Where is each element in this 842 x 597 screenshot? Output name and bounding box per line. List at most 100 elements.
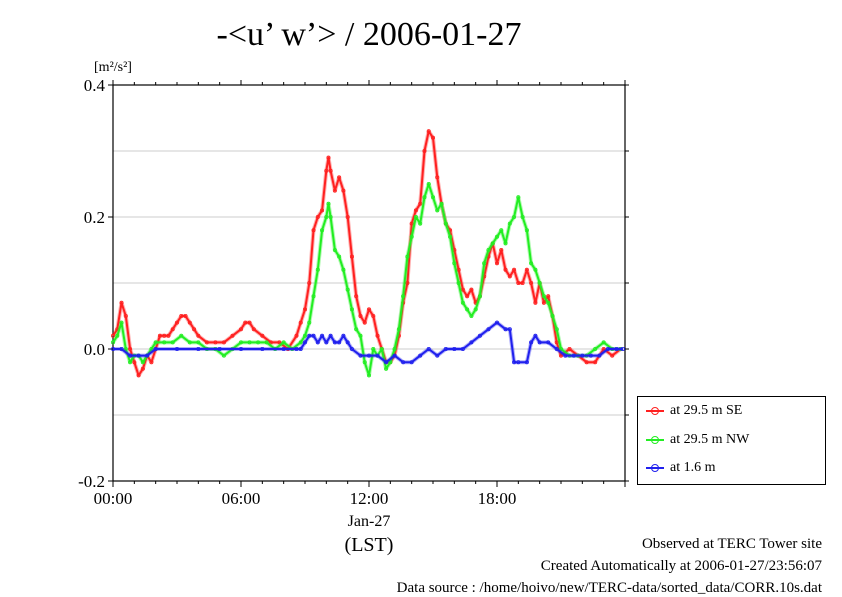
- series-point-2: [418, 353, 423, 358]
- series-point-1: [537, 280, 542, 285]
- series-point-0: [320, 208, 325, 213]
- series-point-0: [136, 373, 141, 378]
- series-point-0: [546, 294, 551, 299]
- series-point-1: [473, 307, 478, 312]
- x-axis-ticks: 00:00 06:00 12:00 18:00: [94, 80, 626, 508]
- series-point-1: [153, 340, 158, 345]
- series-point-2: [409, 360, 414, 365]
- series-point-1: [332, 247, 337, 252]
- series-point-1: [371, 346, 376, 351]
- series-point-0: [435, 175, 440, 180]
- series-point-0: [460, 287, 465, 292]
- series-point-0: [593, 360, 598, 365]
- series-point-2: [345, 340, 350, 345]
- series-point-0: [559, 353, 564, 358]
- series-point-1: [529, 261, 534, 266]
- series-point-1: [349, 307, 354, 312]
- series-point-0: [251, 327, 256, 332]
- series-point-0: [123, 313, 128, 318]
- series-point-1: [221, 353, 226, 358]
- series-point-1: [499, 228, 504, 233]
- series-halo-1: [111, 182, 621, 378]
- series-point-2: [238, 346, 243, 351]
- series-point-1: [384, 366, 389, 371]
- series-point-0: [162, 333, 167, 338]
- series-line-1: [112, 183, 621, 377]
- series-point-0: [260, 333, 265, 338]
- series-point-0: [337, 175, 342, 180]
- x-axis-label: (LST): [345, 534, 394, 556]
- series-point-0: [418, 201, 423, 206]
- y-tick-label: 0.4: [84, 76, 106, 95]
- series-point-2: [281, 346, 286, 351]
- series-point-1: [490, 241, 495, 246]
- series-point-1: [494, 234, 499, 239]
- series-point-1: [482, 261, 487, 266]
- series-point-1: [264, 340, 269, 345]
- x-tick-label: 18:00: [478, 489, 517, 508]
- series-point-2: [260, 346, 265, 351]
- series-point-0: [362, 320, 367, 325]
- series-point-1: [256, 340, 261, 345]
- series-group: [111, 129, 625, 378]
- series-point-1: [115, 333, 120, 338]
- series-point-0: [132, 360, 137, 365]
- series-point-1: [247, 340, 252, 345]
- series-point-0: [170, 327, 175, 332]
- series-point-0: [413, 208, 418, 213]
- series-point-2: [196, 346, 201, 351]
- legend-label-se: at 29.5 m SE: [670, 403, 743, 418]
- series-point-1: [486, 247, 491, 252]
- x-tick-label: 12:00: [350, 489, 389, 508]
- series-point-1: [128, 360, 133, 365]
- series-point-1: [326, 201, 331, 206]
- series-point-0: [494, 261, 499, 266]
- series-point-1: [418, 221, 423, 226]
- series-point-0: [315, 214, 320, 219]
- series-point-0: [157, 333, 162, 338]
- series-point-1: [430, 195, 435, 200]
- series-point-2: [384, 360, 389, 365]
- series-point-0: [311, 228, 316, 233]
- series-point-0: [328, 168, 333, 173]
- series-point-1: [516, 195, 521, 200]
- series-point-0: [503, 267, 508, 272]
- legend-label-1-6m: at 1.6 m: [670, 460, 716, 475]
- legend-item-nw: at 29.5 m NW: [646, 431, 749, 449]
- series-point-0: [465, 294, 470, 299]
- series-point-1: [238, 340, 243, 345]
- series-point-0: [326, 155, 331, 160]
- series-point-1: [281, 340, 286, 345]
- series-point-1: [405, 254, 410, 259]
- series-point-1: [345, 287, 350, 292]
- series-point-1: [140, 360, 145, 365]
- series-point-1: [307, 320, 312, 325]
- series-point-0: [268, 340, 273, 345]
- series-point-2: [512, 360, 517, 365]
- series-point-2: [546, 340, 551, 345]
- series-point-2: [503, 327, 508, 332]
- series-point-1: [507, 221, 512, 226]
- series-point-0: [405, 280, 410, 285]
- series-point-1: [324, 214, 329, 219]
- series-point-1: [443, 221, 448, 226]
- series-point-0: [375, 333, 380, 338]
- series-point-2: [554, 346, 559, 351]
- series-point-0: [324, 168, 329, 173]
- series-point-2: [349, 346, 354, 351]
- series-point-1: [196, 340, 201, 345]
- y-axis-unit-label: [m²/s²]: [94, 60, 132, 75]
- series-point-2: [294, 346, 299, 351]
- series-point-1: [119, 320, 124, 325]
- series-point-0: [533, 300, 538, 305]
- series-point-1: [422, 195, 427, 200]
- series-point-2: [469, 340, 474, 345]
- series-point-1: [354, 327, 359, 332]
- series-point-1: [593, 346, 598, 351]
- series-point-1: [302, 333, 307, 338]
- series-point-0: [456, 267, 461, 272]
- series-point-1: [341, 267, 346, 272]
- series-point-1: [465, 307, 470, 312]
- series-point-1: [426, 181, 431, 186]
- series-point-1: [541, 294, 546, 299]
